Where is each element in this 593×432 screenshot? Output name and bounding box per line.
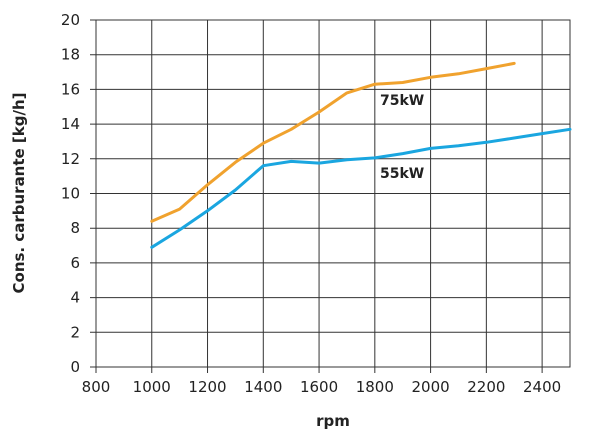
x-tick-label: 2000 [411,378,449,396]
series-line-75kW [150,61,516,223]
y-tick-label: 2 [70,323,80,341]
plot-frame [95,19,571,368]
x-tick-label: 1400 [244,378,282,396]
series-label-55kW: 55kW [380,166,424,182]
y-axis-ticks: 0 2 4 6 8 10 12 14 16 18 20 [61,11,80,376]
x-tick-label: 1600 [300,378,338,396]
x-tick-label: 1000 [133,378,171,396]
y-tick-label: 8 [70,219,80,237]
x-tick-label: 800 [82,378,111,396]
y-tick-label: 16 [61,80,80,98]
y-axis-title: Cons. carburante [kg/h] [10,92,28,293]
y-tick-label: 20 [61,11,80,29]
x-tick-label: 1800 [356,378,394,396]
y-tick-label: 4 [70,289,80,307]
x-tick-label: 2200 [467,378,505,396]
x-axis-title: rpm [316,412,350,430]
series-line-55kW [150,127,572,249]
y-tick-label: 14 [61,115,80,133]
y-tick-label: 6 [70,254,80,272]
series-label-75kW: 75kW [380,93,424,109]
y-tick-label: 18 [61,46,80,64]
series-layer [150,61,572,249]
y-tick-label: 10 [61,185,80,203]
x-tick-label: 2400 [523,378,561,396]
x-tick-label: 1200 [188,378,226,396]
x-axis-ticks: 800 1000 1200 1400 1600 1800 2000 2200 2400 [82,378,562,396]
grid [90,19,570,373]
series-labels: 75kW 55kW [380,93,424,182]
y-tick-label: 12 [61,150,80,168]
y-tick-label: 0 [70,358,80,376]
